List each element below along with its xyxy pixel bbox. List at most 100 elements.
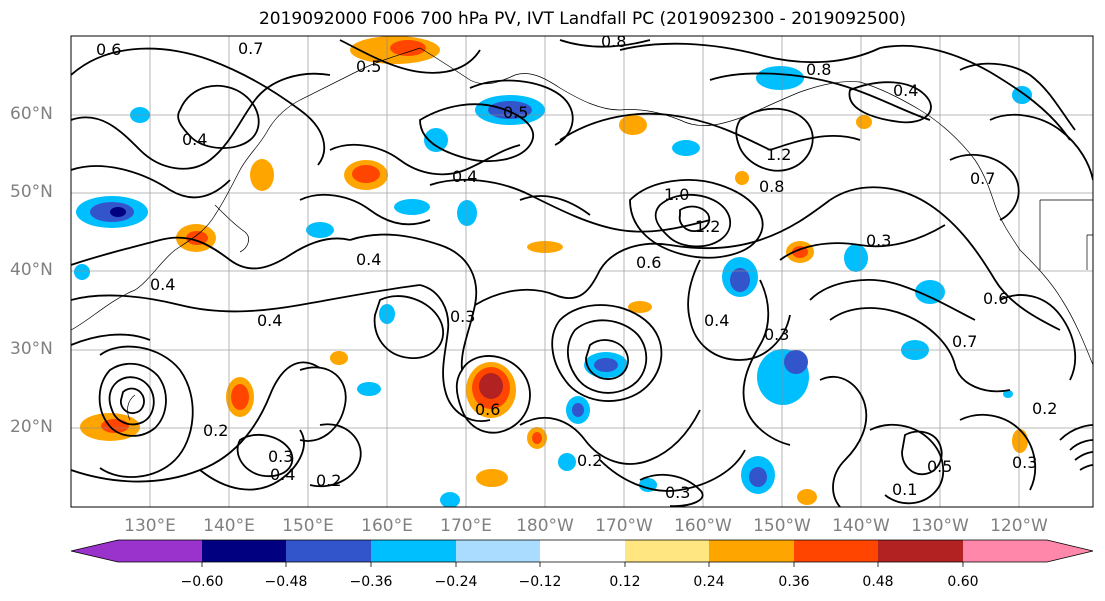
pv-anomaly-blob	[488, 101, 532, 119]
pv-anomaly-blob	[792, 246, 808, 258]
colorbar	[70, 539, 1094, 567]
pv-anomaly-blob	[394, 199, 430, 215]
pv-anomaly-blob	[735, 171, 749, 185]
pv-anomaly-blob	[476, 469, 508, 487]
contour-label: 0.3	[866, 231, 891, 250]
pv-anomaly-blob	[74, 264, 90, 280]
pv-contours	[71, 39, 1093, 507]
colorbar-segment	[286, 540, 371, 562]
pv-anomaly-blob	[558, 453, 576, 471]
pv-anomaly-blob	[628, 301, 652, 313]
contour-label: 0.5	[927, 457, 952, 476]
pv-anomaly-blob	[306, 222, 334, 238]
pv-anomaly-blob	[749, 467, 767, 487]
colorbar-extend-high	[1047, 540, 1093, 562]
lat-label: 50°N	[10, 182, 53, 202]
pv-anomaly-blob	[186, 231, 208, 245]
pv-anomaly-blob	[250, 159, 274, 191]
colorbar-segment	[625, 540, 709, 562]
pv-anomaly-blob	[424, 128, 448, 152]
contour-label: 0.7	[970, 169, 995, 188]
lat-label: 30°N	[10, 339, 53, 359]
contour-label: 0.2	[1032, 399, 1057, 418]
pv-anomaly-blob	[1012, 86, 1032, 104]
contour-label: 0.3	[450, 307, 475, 326]
pv-anomaly-blob	[231, 384, 249, 410]
contour-label: 0.6	[636, 253, 661, 272]
lon-label: 130°E	[124, 516, 176, 536]
contour-label: 0.6	[475, 400, 500, 419]
contour-label: 0.4	[704, 311, 729, 330]
pv-anomaly-blob	[572, 403, 584, 417]
pv-anomaly-blob	[479, 373, 503, 399]
contour-label: 0.6	[983, 289, 1008, 308]
contour-label: 0.2	[316, 471, 341, 490]
lat-label: 40°N	[10, 260, 53, 280]
pv-anomaly-blob	[672, 140, 700, 156]
pv-anomaly-blob	[440, 492, 460, 507]
pv-anomaly-blob	[352, 165, 380, 183]
colorbar-tick-label: 0.60	[947, 574, 979, 590]
colorbar-tick-label: −0.60	[180, 574, 224, 590]
positive-pc-regions	[80, 36, 1028, 505]
contour-label: 0.3	[665, 483, 690, 502]
lat-label: 60°N	[10, 104, 53, 124]
map-gridlines	[71, 36, 1093, 507]
lon-label: 170°W	[595, 516, 653, 536]
contour-label: 0.8	[601, 32, 626, 51]
plot-frame	[70, 35, 1094, 508]
pv-anomaly-blob	[390, 40, 426, 56]
colorbar-segment	[371, 540, 456, 562]
colorbar-tick-label: −0.36	[349, 574, 393, 590]
colorbar-segment	[878, 540, 963, 562]
colorbar-segment	[794, 540, 878, 562]
contour-label: 0.4	[356, 250, 381, 269]
contour-label: 0.3	[1012, 453, 1037, 472]
contour-label: 0.4	[257, 311, 282, 330]
contour-label: 0.4	[270, 465, 295, 484]
lon-label: 160°E	[361, 516, 413, 536]
colorbar-tick-label: 0.36	[778, 574, 810, 590]
lon-label: 150°E	[282, 516, 334, 536]
contour-label: 0.4	[182, 130, 207, 149]
pv-anomaly-blob	[619, 115, 647, 135]
contour-label: 0.2	[203, 421, 228, 440]
colorbar-tick-label: 0.48	[862, 574, 894, 590]
contour-label: 0.4	[893, 81, 918, 100]
contour-label: 1.0	[664, 185, 689, 204]
contour-label: 0.7	[238, 39, 263, 58]
contour-label: 0.8	[759, 177, 784, 196]
map-title: 2019092000 F006 700 hPa PV, IVT Landfall…	[258, 9, 906, 29]
colorbar-tick-label: 0.12	[609, 574, 641, 590]
contour-label: 0.6	[96, 40, 121, 59]
colorbar-segment	[456, 540, 540, 562]
contour-label: 1.2	[695, 217, 720, 236]
pv-anomaly-blob	[730, 268, 750, 292]
lon-label: 120°W	[990, 516, 1048, 536]
contour-label: 0.5	[503, 103, 528, 122]
colorbar-segment	[540, 540, 625, 562]
contour-label: 0.2	[577, 451, 602, 470]
lon-label: 140°W	[832, 516, 890, 536]
colorbar-tick-label: 0.24	[693, 574, 725, 590]
pv-anomaly-blob	[844, 244, 868, 272]
colorbar-segment	[118, 540, 202, 562]
lon-label: 160°W	[674, 516, 732, 536]
pv-anomaly-blob	[915, 280, 945, 304]
lon-label: 180°W	[516, 516, 574, 536]
contour-label: 0.1	[892, 480, 917, 499]
pv-anomaly-blob	[784, 350, 808, 374]
pv-anomaly-blob	[856, 115, 872, 129]
pv-anomaly-blob	[357, 382, 381, 396]
contour-label: 0.7	[952, 332, 977, 351]
lon-label: 170°E	[440, 516, 492, 536]
pv-anomaly-blob	[797, 489, 817, 505]
contour-label: 0.8	[806, 60, 831, 79]
contour-label: 0.5	[356, 57, 381, 76]
pv-anomaly-blob	[594, 358, 618, 372]
pv-anomaly-blob	[110, 207, 126, 217]
colorbar-tick-label: −0.48	[264, 574, 308, 590]
colorbar-extend-low	[71, 540, 118, 562]
pv-anomaly-blob	[1012, 429, 1028, 453]
